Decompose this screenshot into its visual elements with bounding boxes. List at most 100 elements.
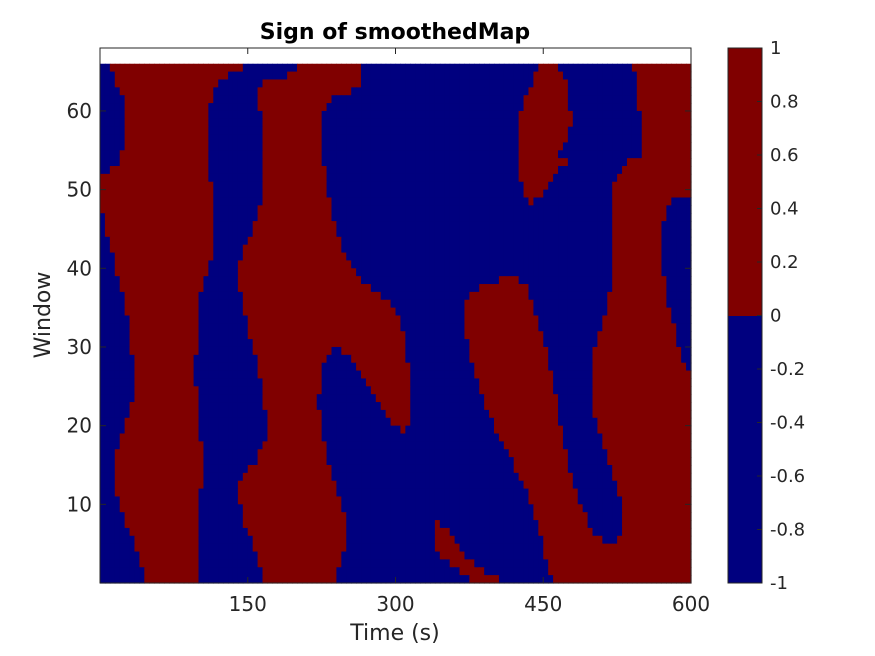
heatmap-cell [277, 79, 283, 88]
heatmap-cell [513, 158, 520, 167]
heatmap-cell [498, 205, 505, 214]
heatmap-cell [154, 197, 160, 206]
heatmap-cell [513, 228, 520, 238]
heatmap-cell [498, 103, 505, 112]
heatmap-cell [429, 260, 436, 269]
heatmap-cell [607, 79, 613, 88]
heatmap-cell [370, 181, 377, 191]
heatmap-cell [134, 339, 140, 348]
heatmap-cell [321, 370, 328, 380]
heatmap-cell [178, 346, 185, 356]
heatmap-cell [336, 299, 342, 309]
heatmap-cell [562, 189, 569, 199]
heatmap-cell [479, 173, 485, 183]
heatmap-cell [292, 284, 298, 293]
heatmap-cell [173, 166, 180, 175]
heatmap-cell [498, 63, 505, 73]
heatmap-cell [626, 134, 633, 144]
heatmap-cell [100, 118, 106, 128]
heatmap-cell [277, 197, 283, 206]
heatmap-cell [188, 158, 195, 167]
heatmap-cell [676, 103, 682, 112]
heatmap-cell [100, 71, 106, 81]
heatmap-cell [375, 103, 382, 112]
heatmap-cell [548, 370, 554, 380]
heatmap-cell [641, 299, 648, 309]
heatmap-cell [232, 79, 239, 88]
heatmap-cell [543, 362, 549, 372]
heatmap-cell [631, 71, 638, 81]
heatmap-cell [543, 79, 549, 88]
heatmap-cell [129, 244, 136, 254]
heatmap-cell [242, 126, 249, 136]
heatmap-cell [341, 244, 347, 254]
heatmap-cell [311, 346, 318, 356]
heatmap-cell [543, 150, 549, 159]
heatmap-cell [676, 221, 682, 230]
heatmap-cell [336, 150, 342, 159]
heatmap-cell [316, 213, 323, 222]
heatmap-cell [242, 228, 249, 238]
heatmap-cell [321, 63, 328, 73]
heatmap-cell [375, 181, 382, 191]
heatmap-cell [582, 268, 589, 277]
heatmap-cell [311, 378, 318, 387]
heatmap-cell [346, 87, 352, 96]
heatmap-cell [617, 370, 623, 380]
heatmap-cell [474, 268, 480, 277]
heatmap-cell [567, 181, 574, 191]
heatmap-cell [415, 299, 421, 309]
heatmap-cell [287, 354, 293, 364]
heatmap-cell [119, 331, 126, 340]
heatmap-cell [341, 260, 347, 269]
heatmap-cell [100, 189, 106, 199]
heatmap-cell [154, 370, 160, 380]
heatmap-cell [395, 370, 402, 380]
heatmap-cell [228, 126, 234, 136]
heatmap-cell [356, 307, 362, 317]
heatmap-cell [351, 63, 357, 73]
heatmap-cell [626, 284, 633, 293]
heatmap-cell [533, 189, 539, 199]
heatmap-cell [528, 291, 534, 301]
heatmap-cell [203, 213, 209, 222]
heatmap-cell [646, 87, 653, 96]
heatmap-cell [489, 284, 495, 293]
heatmap-cell [646, 339, 653, 348]
heatmap-cell [267, 166, 273, 175]
heatmap-cell [582, 197, 589, 206]
heatmap-cell [469, 307, 475, 317]
heatmap-cell [439, 110, 446, 120]
heatmap-cell [420, 291, 426, 301]
heatmap-cell [626, 331, 633, 340]
heatmap-cell [651, 205, 658, 214]
heatmap-cell [380, 276, 387, 285]
heatmap-cell [237, 205, 244, 214]
heatmap-cell [395, 95, 402, 104]
heatmap-cell [119, 110, 126, 120]
heatmap-cell [218, 87, 224, 96]
heatmap-cell [617, 228, 623, 238]
heatmap-cell [100, 166, 106, 175]
heatmap-cell [287, 197, 293, 206]
heatmap-cell [410, 103, 416, 112]
heatmap-cell [252, 189, 259, 199]
heatmap-cell [341, 126, 347, 136]
heatmap-cell [548, 173, 554, 183]
heatmap-cell [439, 142, 446, 151]
heatmap-cell [513, 221, 520, 230]
heatmap-cell [646, 299, 653, 309]
heatmap-cell [144, 189, 150, 199]
heatmap-cell [301, 213, 308, 222]
heatmap-cell [454, 339, 461, 348]
heatmap-cell [464, 252, 470, 262]
heatmap-cell [228, 110, 234, 120]
heatmap-cell [114, 118, 121, 128]
heatmap-cell [336, 370, 342, 380]
heatmap-cell [208, 166, 214, 175]
heatmap-cell [282, 189, 288, 199]
heatmap-cell [242, 197, 249, 206]
heatmap-cell [400, 103, 406, 112]
heatmap-cell [617, 362, 623, 372]
heatmap-cell [548, 354, 554, 364]
